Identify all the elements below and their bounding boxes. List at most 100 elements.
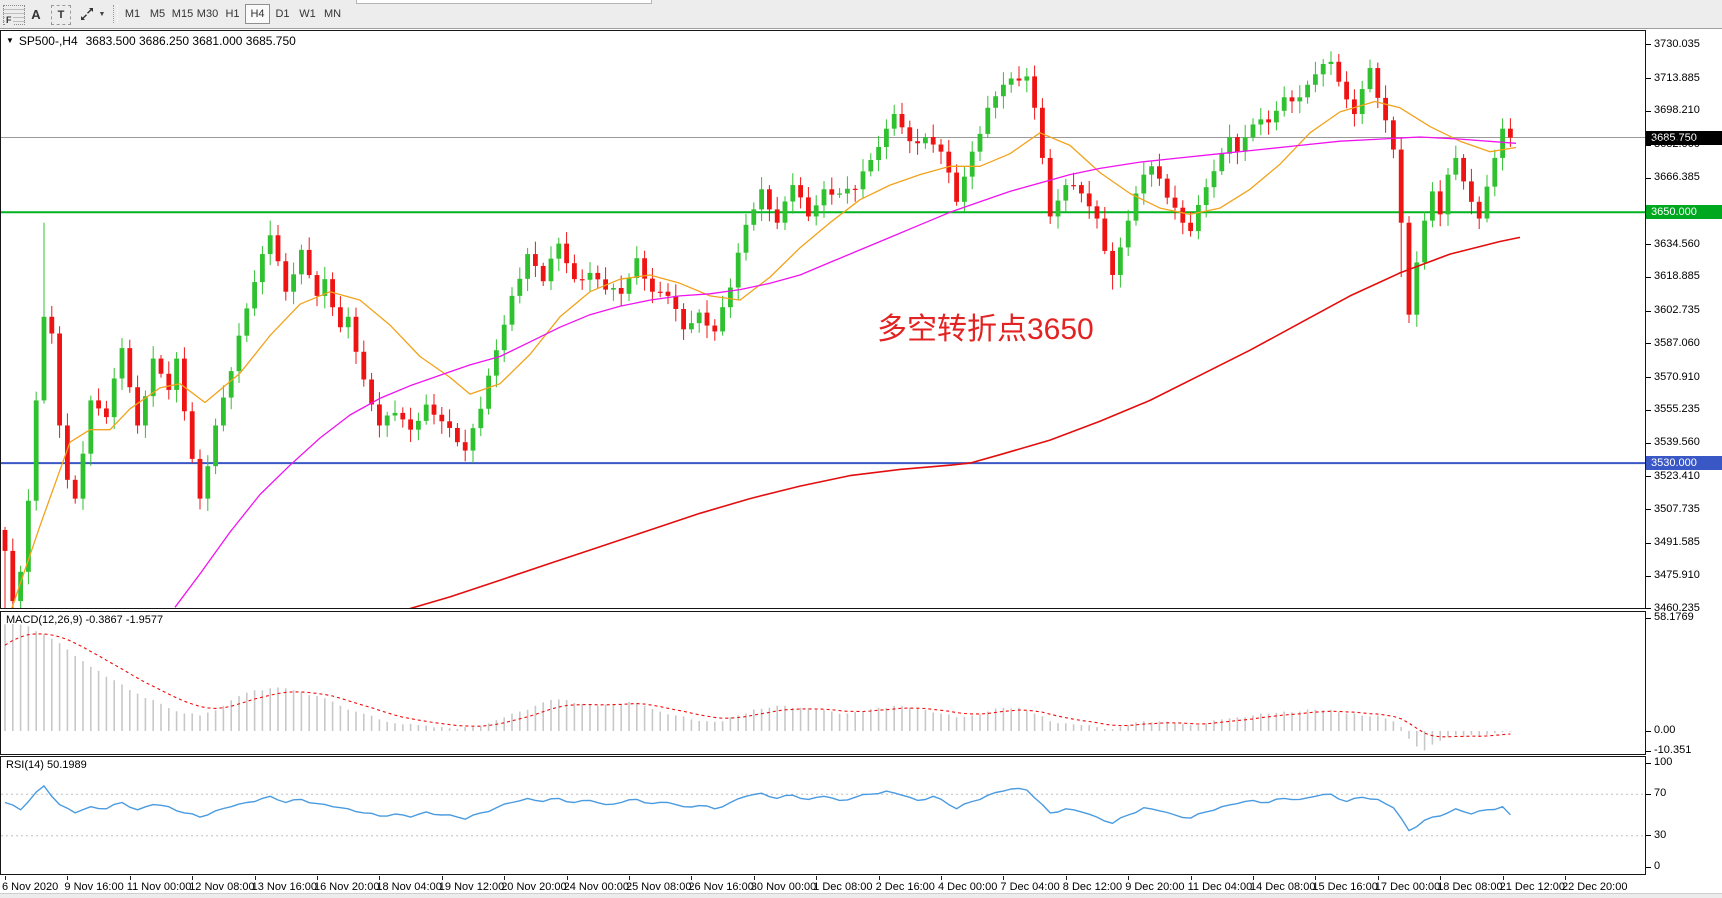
time-tick (5, 876, 6, 880)
fibonacci-icon-letter: F (5, 15, 13, 25)
fibonacci-icon[interactable]: F (3, 5, 25, 25)
time-label: 22 Dec 20:00 (1562, 881, 1628, 893)
price-tick-label: 3570.910 (1654, 370, 1700, 383)
toolbar-separator (113, 5, 118, 23)
time-tick (1502, 876, 1504, 880)
macd-tick-label-tick (1646, 750, 1651, 752)
price-chart-panel[interactable] (0, 30, 1646, 609)
price-tick-label: 3475.910 (1654, 569, 1700, 582)
price-tick-label-tick (1646, 144, 1651, 146)
rsi-tick-label-tick (1646, 835, 1651, 837)
time-tick (254, 876, 256, 880)
text-label-icon[interactable]: A (28, 5, 44, 23)
time-label: 24 Nov 00:00 (563, 881, 630, 893)
time-label: 1 Dec 08:00 (813, 881, 873, 893)
time-label: 6 Nov 2020 (2, 881, 59, 893)
time-label: 11 Nov 00:00 (126, 881, 192, 893)
price-tick-label: 3523.410 (1654, 469, 1700, 482)
price-tick-label: 3587.060 (1654, 336, 1700, 349)
current-price-badge: 3685.750 (1646, 130, 1722, 145)
hline-3650-badge: 3650.000 (1646, 205, 1722, 220)
macd-panel[interactable] (0, 611, 1646, 755)
time-tick (192, 876, 194, 880)
rsi-tick-label-tick (1646, 762, 1651, 764)
rsi-tick-label: 70 (1654, 787, 1667, 800)
price-tick-label-tick (1646, 343, 1651, 345)
price-tick-label-tick (1646, 377, 1651, 379)
price-tick-label-tick (1646, 310, 1651, 312)
rsi-panel[interactable] (0, 756, 1646, 875)
time-label: 17 Dec 00:00 (1374, 881, 1441, 893)
time-tick (1190, 876, 1192, 880)
price-tick-label: 3491.585 (1654, 536, 1700, 549)
rsi-tick-label-tick (1646, 793, 1651, 795)
time-tick (1377, 876, 1379, 880)
price-tick-label: 3507.735 (1654, 502, 1700, 515)
time-tick (1315, 876, 1317, 880)
time-label: 16 Nov 20:00 (314, 881, 380, 893)
price-axis[interactable]: 3685.750 3650.000 3530.000 3730.035 3713.… (1646, 0, 1722, 898)
hline-3530-badge: 3530.000 (1646, 456, 1722, 471)
price-tick-label-tick (1646, 244, 1651, 246)
time-label: 18 Dec 08:00 (1437, 881, 1503, 893)
time-tick (878, 876, 880, 880)
timeframe-button-m30[interactable]: M30 (196, 8, 219, 20)
time-label: 30 Nov 00:00 (750, 881, 817, 893)
time-label: 12 Nov 08:00 (189, 881, 255, 893)
macd-tick-label: -10.351 (1654, 744, 1692, 757)
arrows-dropdown-icon[interactable]: ▼ (98, 10, 106, 18)
time-label: 21 Dec 12:00 (1499, 881, 1566, 893)
text-icon[interactable]: T (51, 5, 71, 25)
text-label-icon-letter: A (31, 6, 41, 22)
arrows-icon-glyph (81, 8, 93, 20)
timeframe-button-mn[interactable]: MN (323, 8, 342, 20)
time-label: 25 Nov 08:00 (626, 881, 692, 893)
chart-ohlc-values: 3683.500 3686.250 3681.000 3685.750 (85, 34, 296, 48)
price-tick-label-tick (1646, 44, 1651, 46)
price-tick-label-tick (1646, 78, 1651, 80)
time-label: 9 Dec 20:00 (1125, 881, 1185, 893)
time-tick (504, 876, 506, 880)
price-tick-label-tick (1646, 276, 1651, 278)
timeframe-button-h4[interactable]: H4 (245, 4, 270, 24)
time-axis[interactable]: 6 Nov 2020 9 Nov 16:00 11 Nov 00:00 12 Nov … (0, 876, 1722, 898)
timeframe-button-m1[interactable]: M1 (124, 8, 141, 20)
time-tick (691, 876, 693, 880)
chart-dropdown-icon[interactable]: ▼ (6, 36, 14, 45)
macd-tick-label-tick (1646, 617, 1651, 619)
macd-tick-label: 58.1769 (1654, 611, 1694, 624)
macd-label: MACD(12,26,9) -0.3867 -1.9577 (6, 614, 164, 626)
time-tick (1065, 876, 1067, 880)
text-icon-letter: T (57, 9, 65, 21)
time-label: 15 Dec 16:00 (1312, 881, 1378, 893)
time-tick (1253, 876, 1254, 880)
timeframe-button-w1[interactable]: W1 (299, 8, 316, 20)
price-tick-label-tick (1646, 509, 1651, 511)
price-tick-label: 3682.060 (1654, 138, 1700, 151)
time-tick (816, 876, 818, 880)
time-tick (441, 876, 443, 880)
price-tick-label: 3713.885 (1654, 71, 1700, 84)
price-tick-label: 3698.210 (1654, 104, 1700, 117)
time-label: 11 Dec 04:00 (1187, 881, 1253, 893)
macd-tick-label: 0.00 (1654, 724, 1676, 736)
timeframe-button-m15[interactable]: M15 (171, 8, 194, 20)
timeframe-button-m5[interactable]: M5 (149, 8, 166, 20)
chart-symbol-timeframe: SP500-,H4 (18, 34, 78, 48)
price-tick-label: 3618.885 (1654, 270, 1700, 283)
time-label: 9 Nov 16:00 (64, 881, 124, 893)
timeframe-button-h1[interactable]: H1 (225, 8, 240, 20)
arrows-icon[interactable] (78, 5, 96, 23)
timeframe-button-d1[interactable]: D1 (275, 8, 290, 20)
time-label: 19 Nov 12:00 (438, 881, 505, 893)
chart-annotation-text[interactable]: 多空转折点3650 (877, 313, 1094, 346)
price-tick-label-tick (1646, 110, 1651, 112)
time-tick (317, 876, 318, 880)
time-label: 13 Nov 16:00 (251, 881, 318, 893)
price-tick-label-tick (1646, 575, 1651, 577)
price-tick-label: 3539.560 (1654, 436, 1700, 449)
time-tick (941, 876, 942, 880)
time-tick (566, 876, 568, 880)
time-tick (1128, 876, 1130, 880)
